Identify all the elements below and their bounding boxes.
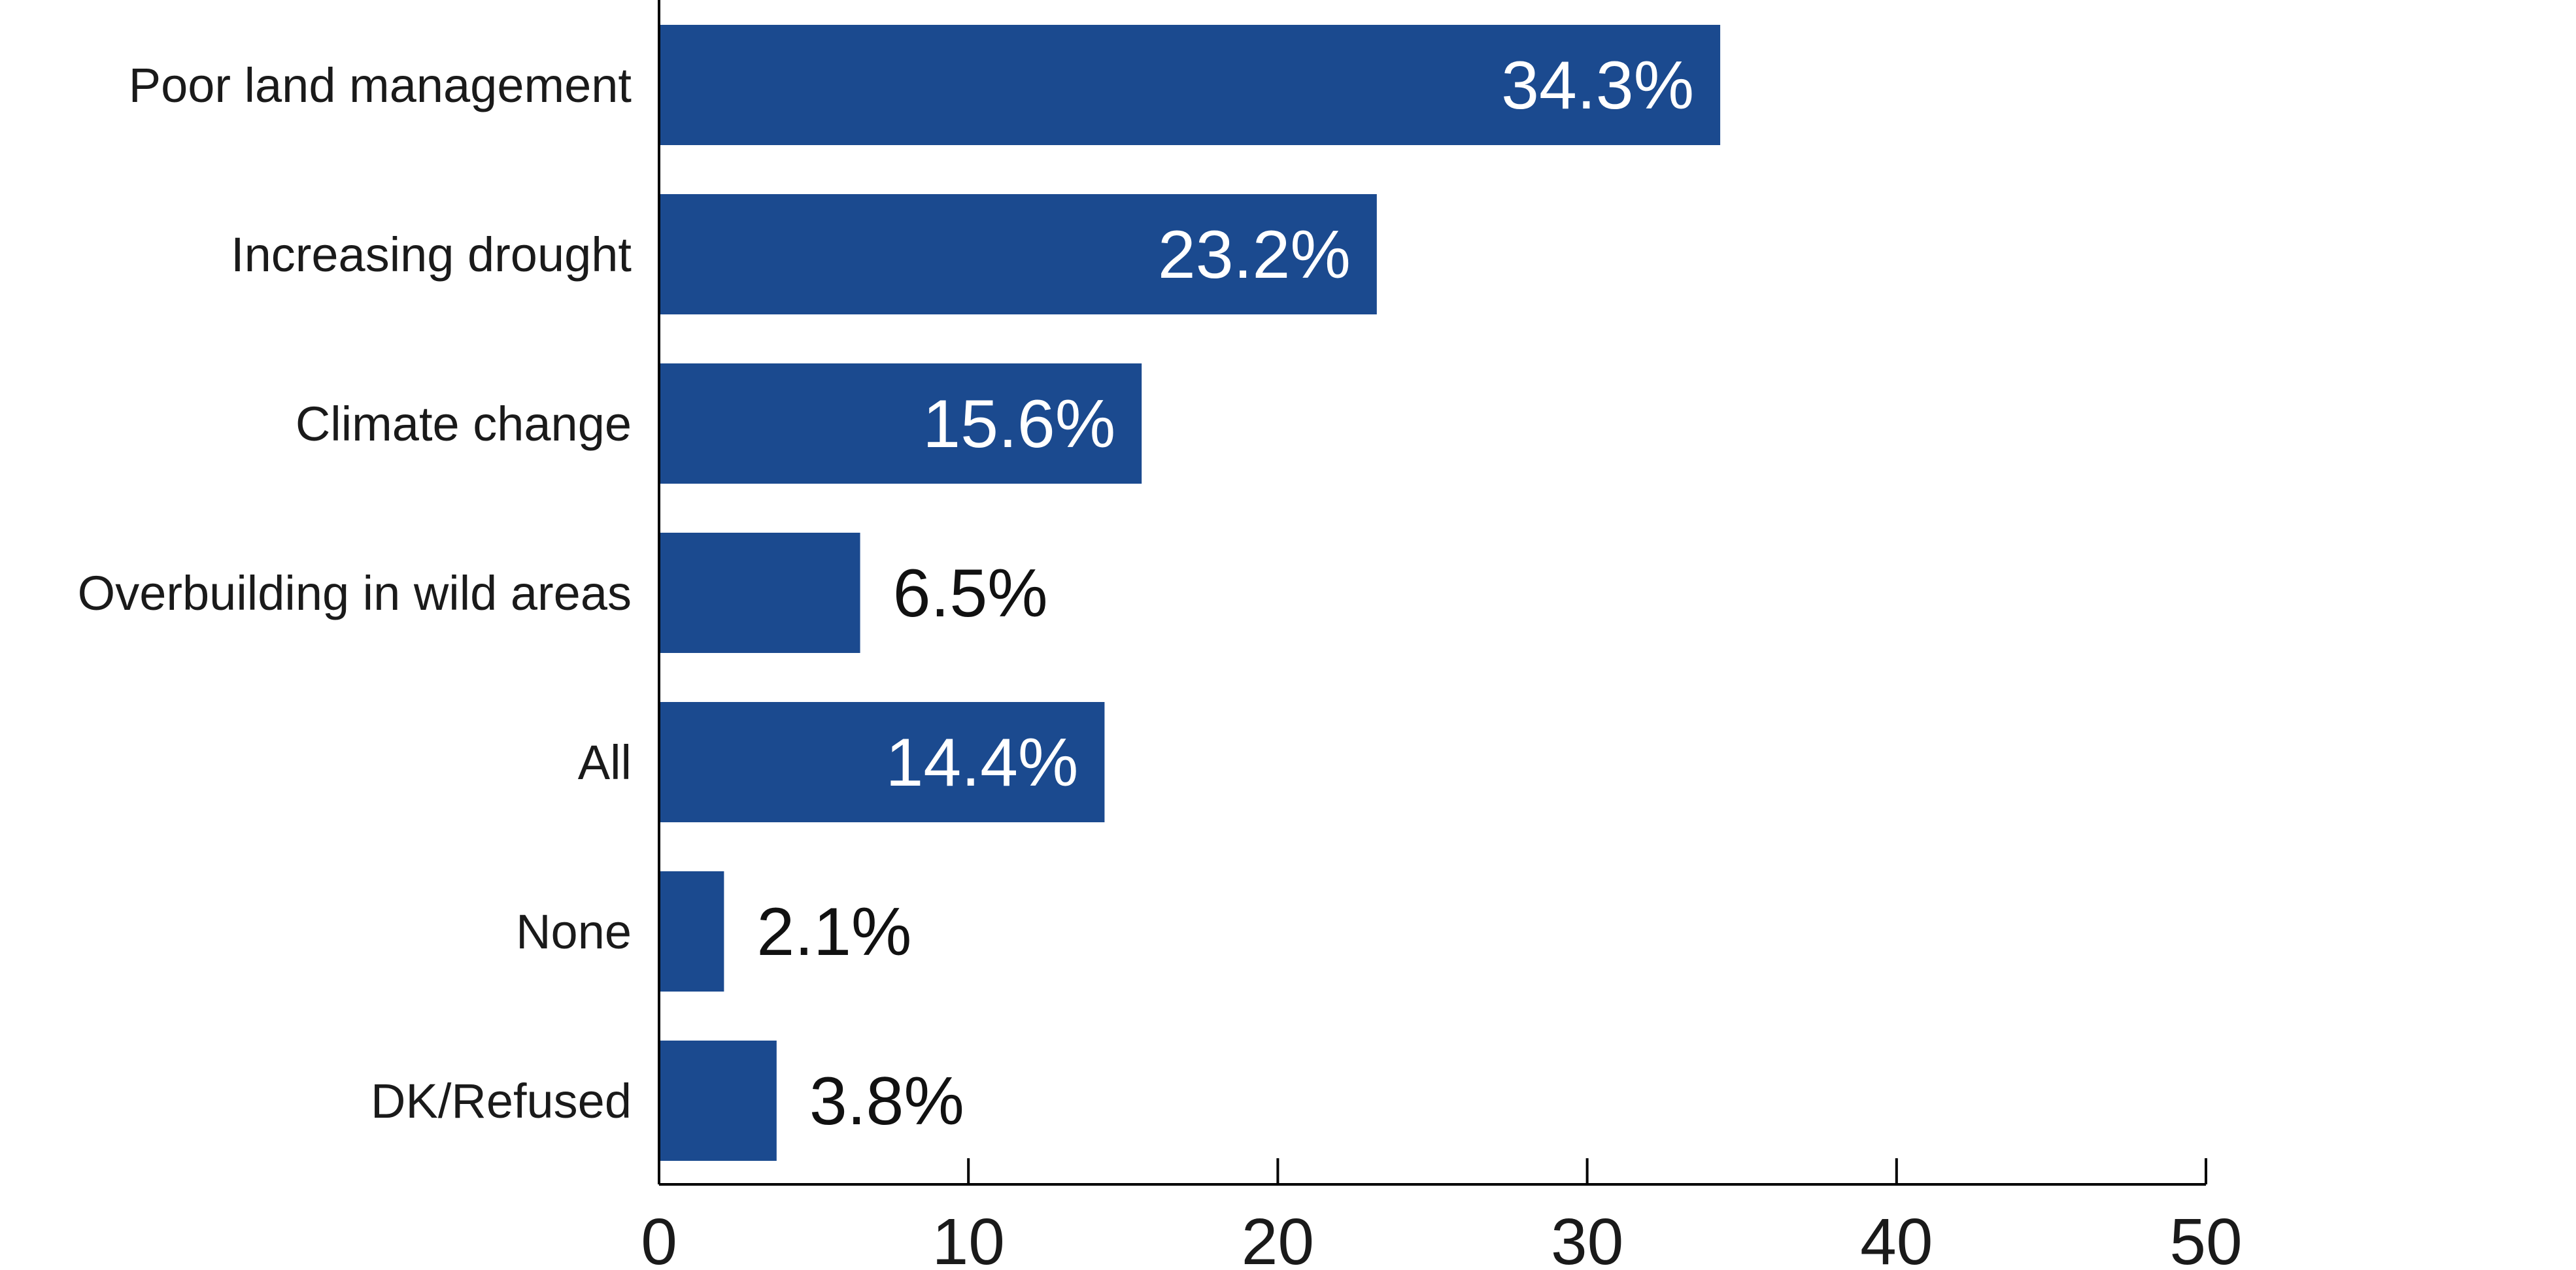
- x-tick-label-3: 30: [1551, 1205, 1623, 1270]
- category-label-3: Overbuilding in wild areas: [78, 566, 632, 620]
- bar-1: [659, 194, 1377, 314]
- bar-3: [659, 533, 860, 653]
- value-label-6: 3.8%: [809, 1063, 964, 1139]
- x-tick-label-0: 0: [641, 1205, 677, 1270]
- category-label-0: Poor land management: [129, 58, 632, 112]
- category-label-5: None: [516, 905, 632, 959]
- bars-layer: [659, 25, 1721, 1161]
- value-label-4: 14.4%: [886, 725, 1079, 801]
- x-tick-label-1: 10: [932, 1205, 1005, 1270]
- bar-5: [659, 871, 724, 992]
- bar-0: [659, 25, 1721, 145]
- category-label-6: DK/Refused: [371, 1074, 632, 1128]
- bar-4: [659, 702, 1105, 822]
- x-tick-label-5: 50: [2169, 1205, 2242, 1270]
- x-tick-label-4: 40: [1860, 1205, 1933, 1270]
- labels-layer: Poor land management 34.3% Increasing drou…: [78, 48, 1694, 1139]
- bar-2: [659, 363, 1142, 484]
- value-label-3: 6.5%: [893, 556, 1048, 631]
- value-label-0: 34.3%: [1501, 48, 1694, 124]
- value-label-5: 2.1%: [756, 894, 911, 970]
- x-tick-label-2: 20: [1242, 1205, 1314, 1270]
- category-label-1: Increasing drought: [231, 227, 632, 282]
- bar-6: [659, 1041, 777, 1161]
- value-label-2: 15.6%: [923, 386, 1115, 462]
- category-label-4: All: [578, 735, 632, 790]
- category-label-2: Climate change: [296, 397, 632, 451]
- value-label-1: 23.2%: [1158, 217, 1351, 293]
- axis-layer: 0 10 20 30 40 50: [641, 0, 2243, 1270]
